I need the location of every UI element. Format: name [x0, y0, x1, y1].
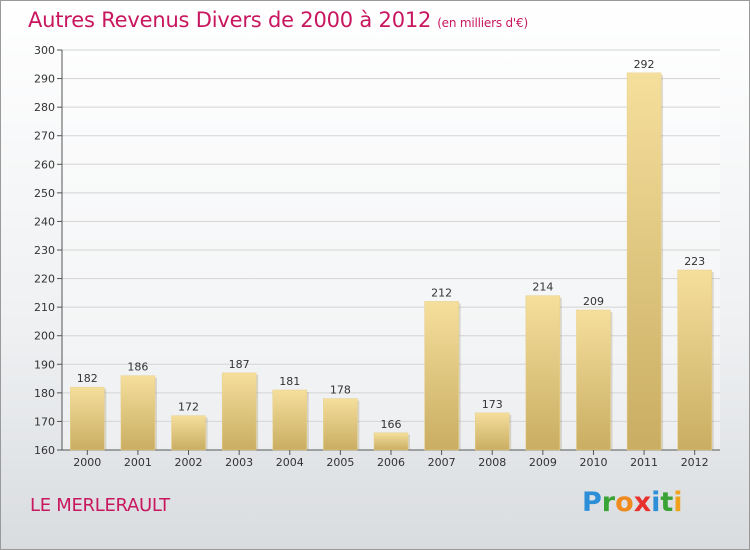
bar	[626, 72, 662, 451]
data-label: 209	[583, 295, 604, 308]
x-tick-label: 2001	[124, 456, 152, 469]
y-tick-label: 290	[34, 73, 55, 86]
y-tick-label: 260	[34, 158, 55, 171]
y-tick-label: 240	[34, 215, 55, 228]
bar	[221, 372, 257, 451]
data-label: 172	[178, 401, 199, 414]
logo-letter: o	[615, 487, 634, 518]
x-tick-label: 2007	[428, 456, 456, 469]
chart-title-text: Autres Revenus Divers de 2000 à 2012	[28, 8, 432, 32]
data-label: 181	[279, 375, 300, 388]
proxiti-logo: Proxiti	[582, 487, 683, 518]
x-tick-label: 2009	[529, 456, 557, 469]
data-label: 214	[532, 281, 553, 294]
data-label: 212	[431, 286, 452, 299]
x-tick-label: 2003	[225, 456, 253, 469]
data-label: 166	[381, 418, 402, 431]
bar	[171, 415, 206, 451]
data-label: 186	[127, 361, 148, 374]
data-label: 182	[77, 372, 98, 385]
y-tick-label: 210	[34, 301, 55, 314]
bar	[323, 398, 358, 451]
logo-letter: i	[673, 487, 683, 518]
bar	[576, 309, 611, 451]
data-label: 223	[684, 255, 705, 268]
bar	[120, 375, 156, 451]
x-tick-label: 2012	[681, 456, 709, 469]
x-tick-label: 2004	[276, 456, 304, 469]
y-tick-label: 220	[34, 273, 55, 286]
logo-letter: x	[633, 487, 652, 518]
bar	[373, 432, 409, 451]
data-label: 292	[634, 58, 655, 71]
y-tick-label: 270	[34, 130, 55, 143]
bar	[677, 269, 712, 451]
x-tick-label: 2006	[377, 456, 405, 469]
x-tick-label: 2000	[73, 456, 101, 469]
bar	[525, 295, 561, 451]
x-tick-label: 2005	[326, 456, 354, 469]
y-tick-label: 280	[34, 101, 55, 114]
y-tick-label: 200	[34, 330, 55, 343]
x-tick-label: 2002	[175, 456, 203, 469]
bar	[70, 386, 105, 451]
y-tick-label: 160	[34, 444, 55, 457]
chart-title: Autres Revenus Divers de 2000 à 2012 (en …	[28, 8, 528, 32]
bar	[424, 301, 459, 451]
data-label: 187	[229, 358, 250, 371]
logo-letter: r	[601, 487, 616, 518]
place-name: LE MERLERAULT	[30, 495, 170, 516]
y-tick-label: 300	[34, 44, 55, 57]
y-tick-label: 250	[34, 187, 55, 200]
data-label: 173	[482, 398, 503, 411]
data-label: 178	[330, 384, 351, 397]
y-tick-label: 190	[34, 358, 55, 371]
y-tick-label: 170	[34, 415, 55, 428]
logo-letter: P	[582, 487, 602, 518]
x-tick-label: 2010	[579, 456, 607, 469]
chart-subtitle: (en milliers d'€)	[437, 16, 528, 30]
logo-letter: t	[660, 487, 674, 518]
logo-letter: i	[651, 487, 661, 518]
bar	[474, 412, 510, 451]
x-tick-label: 2008	[478, 456, 506, 469]
x-tick-label: 2011	[630, 456, 658, 469]
y-tick-label: 180	[34, 387, 55, 400]
y-tick-label: 230	[34, 244, 55, 257]
bar	[272, 389, 308, 451]
